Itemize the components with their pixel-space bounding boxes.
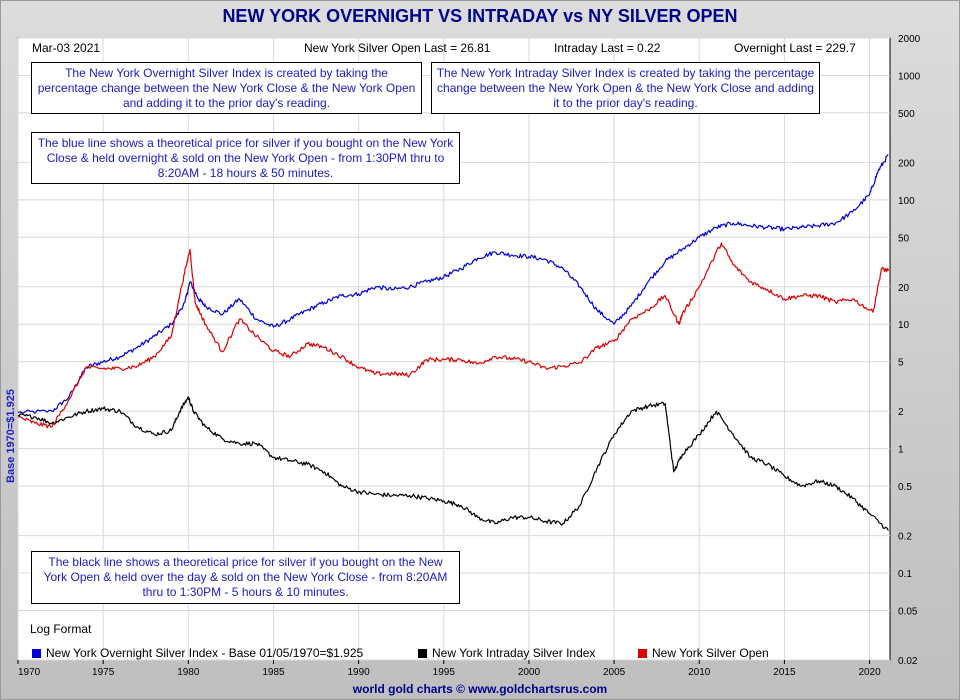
- note-intraday-definition: The New York Intraday Silver Index is cr…: [431, 62, 820, 114]
- y-tick-label: 0.02: [898, 656, 918, 667]
- y-tick-label: 2: [898, 407, 904, 418]
- y-tick-label: 0.2: [898, 532, 912, 543]
- y-tick-label: 1: [898, 445, 904, 456]
- y-tick-label: 200: [898, 158, 915, 169]
- log-format-label: Log Format: [30, 622, 92, 636]
- series-line-open: [17, 242, 889, 429]
- note-black-line: The black line shows a theoretical price…: [31, 551, 460, 604]
- y-axis-ticks: 2000 1000 500 200 100 50 20 10 5 2 1 0.5 0.2 0.1 0.05 0…: [898, 34, 921, 667]
- y-tick-label: 2000: [898, 34, 921, 45]
- x-tick-label: 1990: [348, 667, 371, 678]
- y-tick-label: 0.05: [898, 606, 918, 617]
- legend-open: New York Silver Open: [638, 646, 769, 660]
- y-axis-label: Base 1970=$1.925: [5, 389, 17, 483]
- x-tick-label: 2020: [858, 667, 881, 678]
- x-tick-label: 2005: [603, 667, 626, 678]
- legend-overnight: New York Overnight Silver Index - Base 0…: [32, 646, 363, 660]
- series-line-intraday: [17, 396, 889, 531]
- x-tick-label: 1985: [262, 667, 285, 678]
- y-tick-label: 100: [898, 196, 915, 207]
- x-tick-label: 2015: [773, 667, 796, 678]
- header-open-last: New York Silver Open Last = 26.81: [304, 41, 491, 55]
- header-intraday-last: Intraday Last = 0.22: [554, 41, 661, 55]
- y-tick-label: 50: [898, 233, 910, 244]
- y-tick-label: 500: [898, 109, 915, 120]
- y-tick-label: 1000: [898, 71, 921, 82]
- legend-swatch-blue: [32, 649, 41, 658]
- x-tick-label: 2010: [688, 667, 711, 678]
- y-tick-label: 5: [898, 358, 904, 369]
- x-tick-label: 1970: [18, 667, 41, 678]
- y-tick-label: 0.5: [898, 482, 912, 493]
- legend-swatch-red: [638, 649, 647, 658]
- x-tick-label: 1980: [177, 667, 200, 678]
- x-tick-label: 1995: [433, 667, 456, 678]
- chart-title: NEW YORK OVERNIGHT VS INTRADAY vs NY SIL…: [222, 6, 738, 26]
- legend-swatch-black: [418, 649, 427, 658]
- footer-credit: world gold charts © www.goldchartsrus.co…: [352, 682, 608, 696]
- series-line-overnight: [17, 154, 889, 414]
- y-tick-label: 10: [898, 320, 910, 331]
- header-date: Mar-03 2021: [32, 41, 101, 55]
- note-overnight-definition: The New York Overnight Silver Index is c…: [31, 62, 422, 114]
- note-blue-line: The blue line shows a theoretical price …: [31, 132, 460, 184]
- y-tick-label: 20: [898, 283, 910, 294]
- series-lines: [17, 154, 889, 531]
- y-tick-label: 0.1: [898, 569, 912, 580]
- legend-intraday: New York Intraday Silver Index: [418, 646, 595, 660]
- x-tick-label: 2000: [518, 667, 541, 678]
- x-axis-ticks: 1970 1975 1980 1985 1990 1995 2000 2005 2010 2015…: [17, 660, 881, 678]
- header-overnight-last: Overnight Last = 229.7: [734, 41, 856, 55]
- x-tick-label: 1975: [92, 667, 115, 678]
